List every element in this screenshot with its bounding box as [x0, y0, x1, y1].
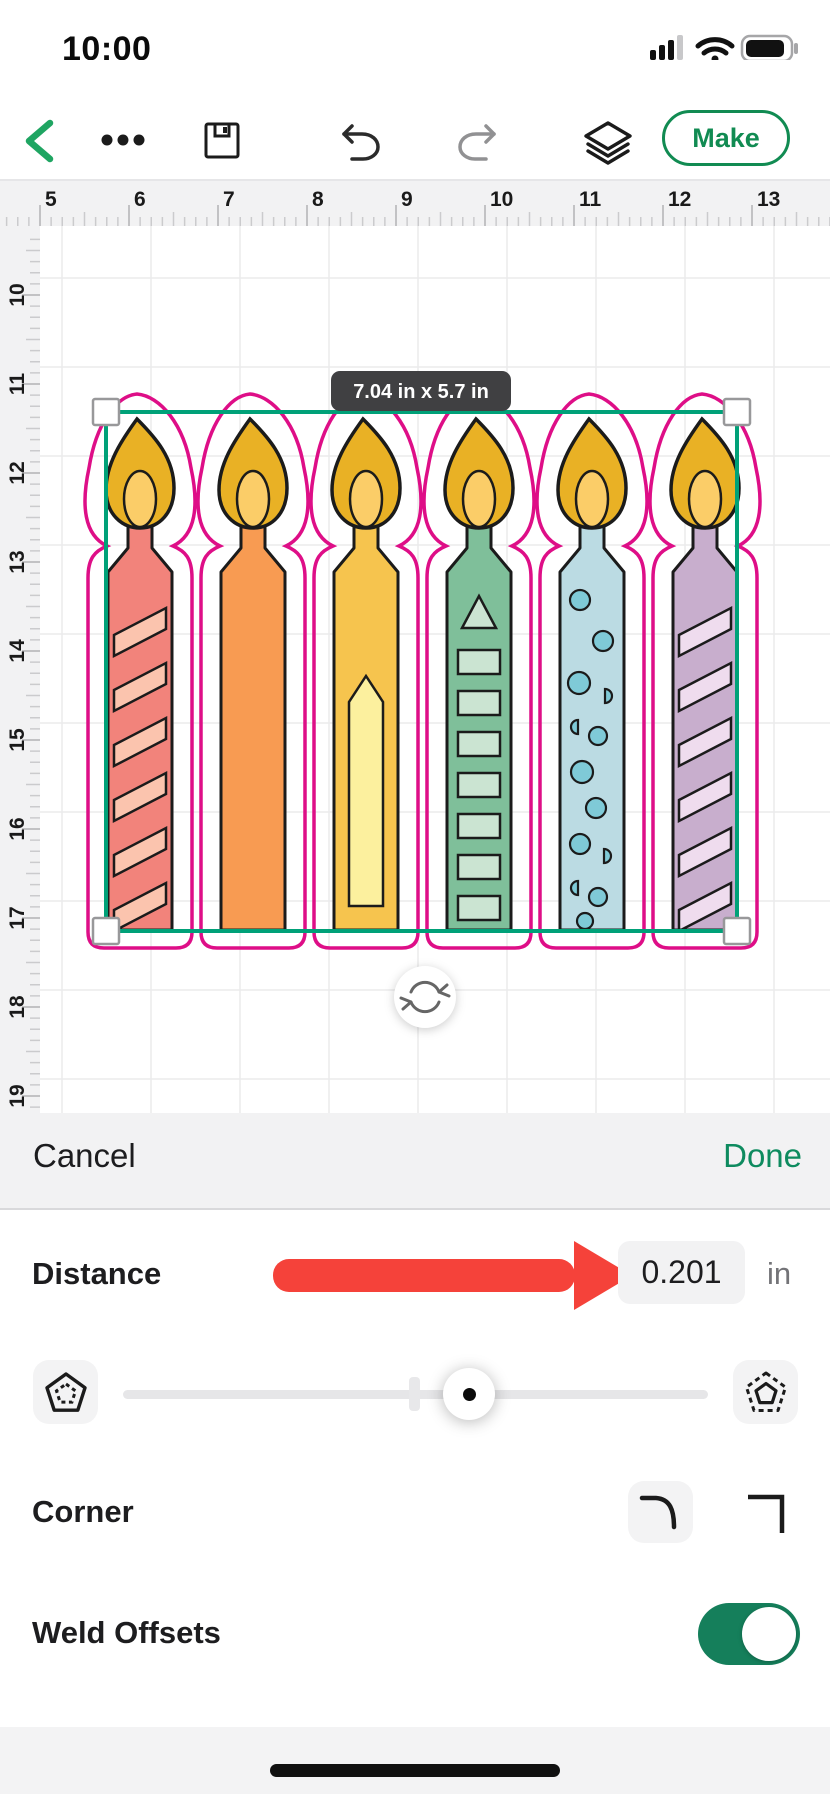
- design-canvas[interactable]: 5 6 7 8 9 10 11 12 13 10 11 12 13 14 15 16 17 18 19 7.04 in…: [0, 0, 830, 1113]
- bottom-strip: [0, 1727, 830, 1794]
- rotate-handle[interactable]: [394, 966, 456, 1028]
- ruler-vertical: [0, 226, 40, 1113]
- ruler-number: 10: [6, 283, 29, 306]
- candle-dots-blue[interactable]: [535, 392, 649, 950]
- ruler-number: 15: [6, 728, 29, 752]
- offset-outline: [648, 392, 762, 950]
- selection-handle[interactable]: [722, 916, 752, 946]
- candle-pattern: [456, 593, 502, 922]
- candle-stripe-salmon[interactable]: [83, 392, 197, 950]
- candle-blocks-green[interactable]: [422, 392, 536, 950]
- flame-inner: [122, 469, 158, 529]
- rotate-icon: [399, 980, 451, 1014]
- ruler-number: 17: [6, 906, 29, 929]
- offset-outward-button[interactable]: [733, 1360, 798, 1424]
- flame-inner: [461, 469, 497, 529]
- distance-unit: in: [767, 1256, 792, 1291]
- corner-rounded-button[interactable]: [628, 1481, 693, 1543]
- rounded-corner-icon: [639, 1495, 677, 1530]
- cancel-button[interactable]: Cancel: [33, 1137, 136, 1174]
- offset-outline: [83, 392, 197, 950]
- offset-outline: [422, 392, 536, 950]
- flame-inner: [235, 469, 271, 529]
- signal-icon: [650, 35, 683, 60]
- square-corner-icon: [748, 1494, 785, 1533]
- more-menu-button[interactable]: [101, 134, 145, 146]
- pentagon-inset-icon: [44, 1372, 87, 1412]
- ruler-number: 18: [6, 995, 29, 1019]
- candle-pattern: [566, 588, 615, 930]
- selection-handle[interactable]: [91, 397, 121, 427]
- ruler-number: 7: [223, 188, 235, 211]
- undo-button[interactable]: [342, 124, 380, 161]
- red-arrow-annotation: [273, 1241, 632, 1310]
- redo-button[interactable]: [458, 124, 496, 161]
- svg-text:7.04 in x 5.7 in: 7.04 in x 5.7 in: [353, 381, 489, 403]
- ruler-number: 13: [757, 188, 780, 211]
- ruler-number: 11: [579, 188, 602, 211]
- ruler-number: 12: [668, 188, 691, 211]
- size-label: 7.04 in x 5.7 in: [331, 371, 511, 411]
- candle-pattern: [347, 673, 385, 908]
- corner-square-button[interactable]: [742, 1481, 807, 1543]
- toggle-knob: [742, 1607, 796, 1661]
- candle-pattern: [677, 605, 733, 930]
- done-button[interactable]: Done: [723, 1137, 802, 1174]
- distance-value-field[interactable]: 0.201: [618, 1241, 745, 1304]
- offset-action-bar: Cancel Done: [0, 1113, 830, 1210]
- pentagon-outset-icon: [744, 1371, 787, 1412]
- ruler-number: 12: [6, 461, 29, 484]
- distance-slider-thumb[interactable]: [443, 1368, 495, 1420]
- weld-offsets-label: Weld Offsets: [32, 1615, 221, 1650]
- flame-inner: [574, 469, 610, 529]
- offset-inward-button[interactable]: [33, 1360, 98, 1424]
- slider-center-tick: [409, 1377, 420, 1411]
- ruler-number: 19: [6, 1084, 29, 1107]
- home-indicator[interactable]: [270, 1764, 560, 1777]
- candle-solid-orange[interactable]: [196, 392, 310, 950]
- make-button[interactable]: Make: [662, 110, 790, 166]
- ruler-number: 6: [134, 188, 146, 211]
- offset-outline: [535, 392, 649, 950]
- ruler-number: 9: [401, 188, 413, 211]
- weld-offsets-toggle[interactable]: [698, 1603, 800, 1665]
- toolbar: Make: [0, 60, 830, 181]
- candle-panel-yellow[interactable]: [309, 392, 423, 950]
- flame-inner: [687, 469, 723, 529]
- selection-handle[interactable]: [722, 397, 752, 427]
- status-bar: 10:00: [0, 0, 830, 68]
- selection-box: [104, 410, 739, 933]
- ruler-number: 14: [6, 639, 29, 663]
- ruler-number: 13: [6, 550, 29, 573]
- flame-inner: [348, 469, 384, 529]
- selection-handle[interactable]: [91, 916, 121, 946]
- distance-label: Distance: [32, 1256, 162, 1291]
- candle-pattern: [112, 605, 168, 930]
- ruler-horizontal: [0, 181, 830, 226]
- ruler-number: 11: [6, 373, 29, 396]
- layers-icon[interactable]: [584, 121, 632, 165]
- ruler-number: 8: [312, 188, 324, 211]
- ruler-number: 16: [6, 817, 29, 840]
- save-icon[interactable]: [204, 122, 240, 159]
- ruler-number: 10: [490, 188, 513, 211]
- back-button[interactable]: [25, 119, 54, 163]
- ruler-number: 5: [45, 188, 57, 211]
- offset-outline: [309, 392, 423, 950]
- thumb-dot: [462, 1387, 476, 1401]
- offset-outline: [196, 392, 310, 950]
- corner-label: Corner: [32, 1494, 134, 1529]
- candle-stripe-lavender[interactable]: [648, 392, 762, 950]
